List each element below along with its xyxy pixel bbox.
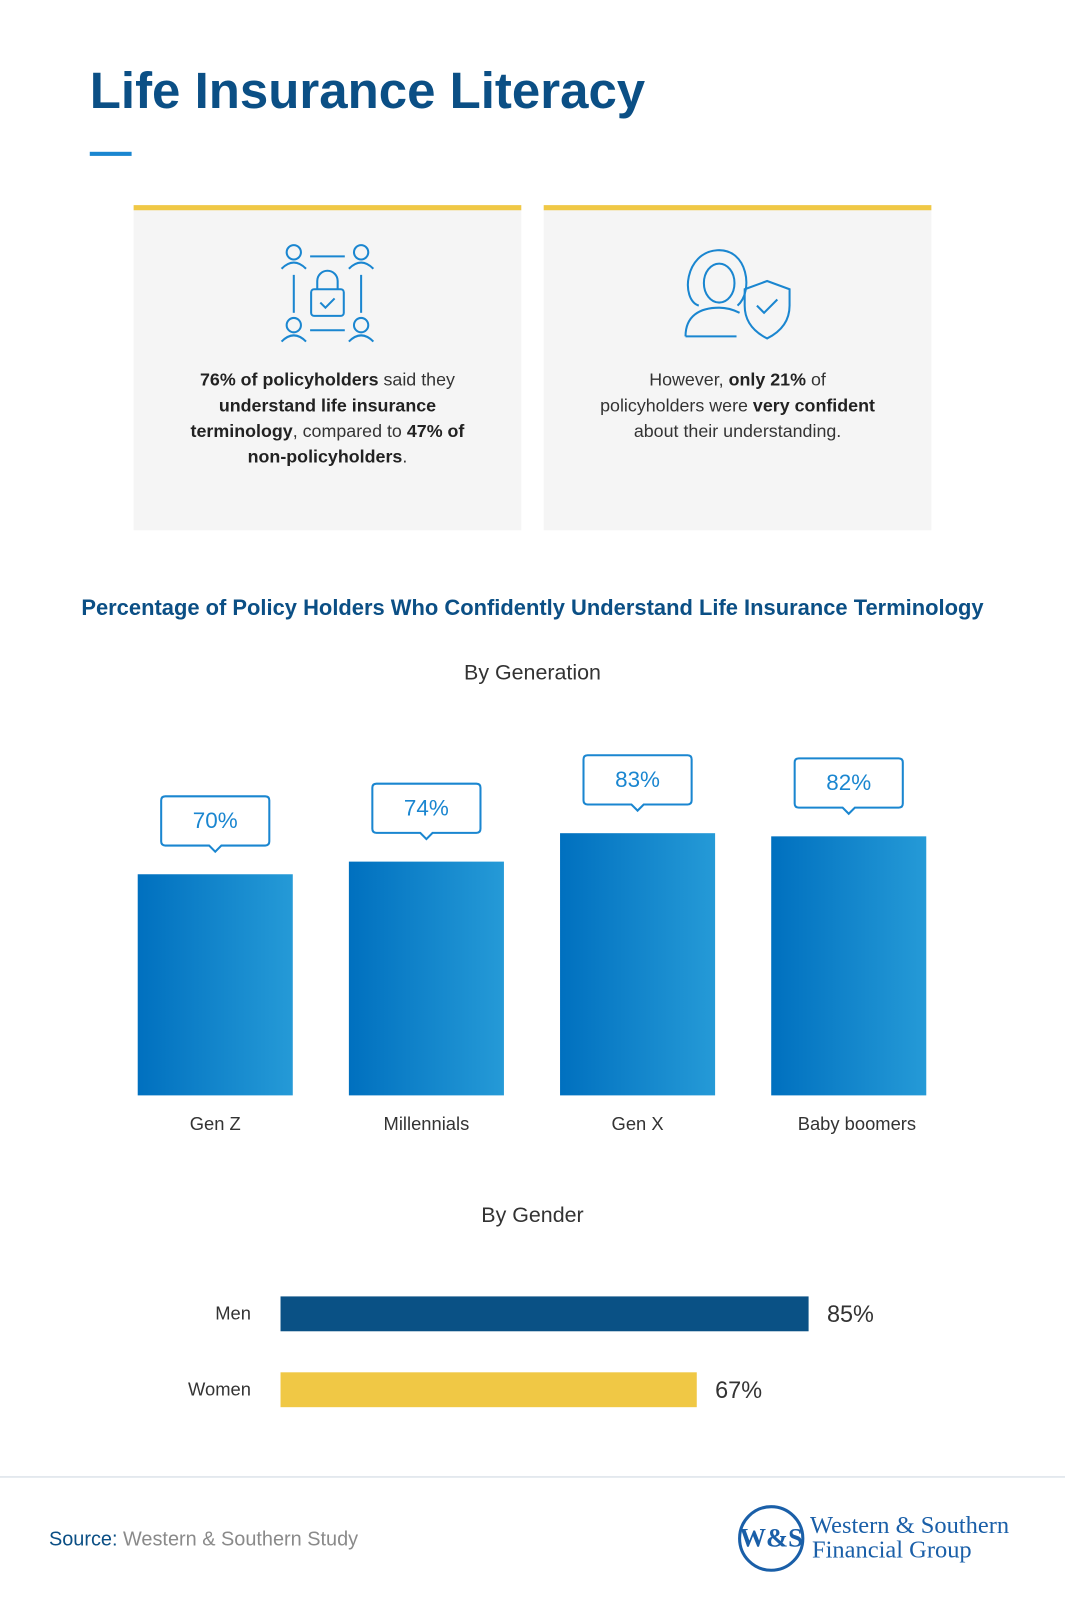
bar (771, 836, 927, 1096)
card-text-box: However, only 21% of policyholders were … (600, 367, 875, 444)
value-label: 85% (827, 1301, 874, 1327)
logo-line: Western & Southern (810, 1512, 1009, 1539)
logo-line: Financial Group (812, 1536, 972, 1563)
card-text-segment: , compared to (292, 420, 407, 442)
source-text: Western & Southern Study (123, 1529, 358, 1551)
category-label: Gen X (612, 1113, 664, 1134)
bar (560, 833, 716, 1096)
value-label: 83% (615, 767, 660, 792)
category-label: Gen Z (190, 1113, 241, 1134)
category-label: Millennials (384, 1113, 470, 1134)
value-callout (793, 757, 904, 816)
card-text-box: 76% of policyholders said they understan… (169, 367, 485, 470)
card-accent (543, 205, 932, 211)
charts-heading: Percentage of Policy Holders Who Confide… (81, 595, 984, 620)
chart-subtitle: By Gender (481, 1203, 583, 1227)
source: Source: Western & Southern Study (49, 1529, 358, 1551)
value-label: 67% (715, 1377, 762, 1403)
category-label: Baby boomers (798, 1113, 916, 1134)
value-label: 74% (404, 795, 449, 820)
card-text-segment: . (402, 446, 408, 467)
title-underline (89, 151, 132, 156)
source-label: Source: (49, 1529, 118, 1551)
person-shield-icon (684, 249, 791, 340)
value-callout (160, 795, 271, 854)
card-text-segment: 47% of non-policyholders (247, 420, 465, 467)
card-accent (133, 205, 522, 211)
value-callout (371, 782, 482, 841)
bar (137, 874, 293, 1096)
value-label: 70% (193, 808, 238, 833)
card-text-segment: only 21% (728, 369, 807, 390)
card-text-segment: However, (649, 369, 729, 390)
category-label: Men (215, 1303, 251, 1324)
card-text-segment: about their understanding. (633, 420, 842, 442)
bar (348, 861, 504, 1096)
card-text-segment: understand life insurance terminology (190, 394, 437, 442)
value-label: 82% (826, 770, 871, 795)
lock-network-icon (280, 244, 375, 343)
logo-ring (738, 1505, 805, 1572)
card-text-segment: said they (378, 369, 455, 390)
card (133, 205, 522, 531)
logo-mark: W&S (740, 1523, 803, 1553)
chart-subtitle: By Generation (464, 660, 601, 684)
bar (280, 1372, 697, 1408)
page-title: Life Insurance Literacy (90, 62, 646, 119)
card-text-segment: very confident (752, 394, 875, 416)
category-label: Women (188, 1379, 251, 1400)
card-text: 76% of policyholders said they understan… (169, 367, 485, 470)
bar (280, 1296, 809, 1332)
value-callout (582, 754, 693, 813)
card-text: However, only 21% of policyholders were … (600, 367, 875, 444)
card-text-segment: of policyholders were (600, 369, 826, 416)
card-text-segment: 76% of policyholders (199, 369, 379, 390)
